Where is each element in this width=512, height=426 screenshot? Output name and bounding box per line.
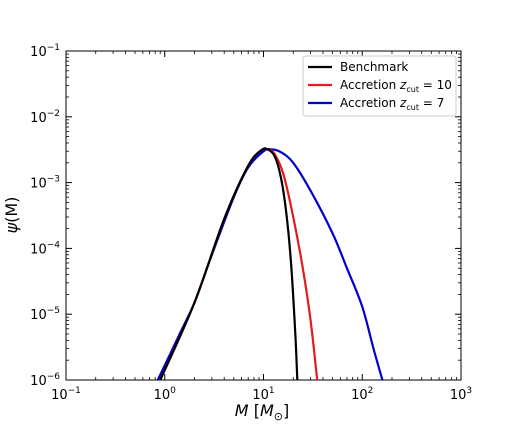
x-tick-label: 100: [154, 386, 177, 403]
legend: Benchmark Accretion zcut = 10 Accretion zc…: [302, 55, 457, 117]
series-layer: [156, 147, 384, 380]
x-tick-label: 101: [252, 386, 274, 403]
x-axis-label: M [M⊙]: [235, 401, 289, 423]
legend-box: [302, 55, 457, 117]
x-tick-label: 10−1: [51, 386, 81, 403]
y-tick-label: 10−3: [30, 175, 60, 192]
x-tick-label: 102: [351, 386, 373, 403]
y-tick-label: 10−2: [30, 109, 60, 126]
legend-label-0: Benchmark: [340, 60, 408, 74]
series-line-2: [156, 147, 384, 380]
y-tick-label: 10−1: [30, 43, 60, 60]
y-tick-label: 10−5: [30, 306, 60, 323]
y-tick-label: 10−4: [30, 240, 60, 257]
x-tick-label: 103: [450, 386, 472, 403]
legend-label-2: Accretion zcut = 7: [340, 96, 444, 112]
ticks-layer: 10−1 100 101 102 103 10−6 10−5 10−4 10−3 10−2 10−1: [30, 43, 472, 403]
y-axis-label: ψ(M): [2, 197, 21, 234]
series-line-0: [159, 147, 299, 380]
legend-label-1: Accretion zcut = 10: [340, 78, 452, 94]
y-tick-label: 10−6: [30, 372, 60, 389]
